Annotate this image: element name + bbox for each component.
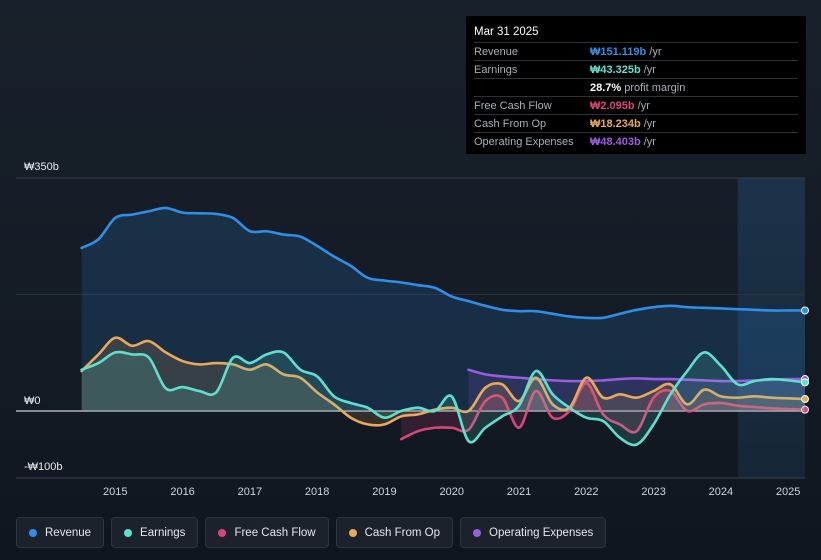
- legend-item-operating-expenses[interactable]: Operating Expenses: [460, 517, 607, 548]
- series-cfo: [80, 336, 809, 427]
- tooltip-unit: profit margin: [624, 81, 686, 94]
- tooltip-label: Cash From Op: [474, 117, 547, 130]
- earnings-line: [80, 350, 807, 447]
- tooltip-value: 28.7%: [590, 81, 622, 94]
- tooltip-label: Earnings: [474, 63, 518, 76]
- tooltip-value: ₩48.403b: [590, 135, 641, 148]
- tooltip-row-profit-margin: 28.7% profit margin: [474, 78, 798, 96]
- x-tick-label: 2019: [372, 486, 396, 498]
- series-fcf: [399, 381, 809, 441]
- tooltip-label: Operating Expenses: [474, 135, 574, 148]
- legend-dot-icon: [218, 528, 227, 537]
- x-tick-label: 2016: [170, 486, 194, 498]
- series-earnings: [80, 350, 809, 447]
- legend-label: Operating Expenses: [489, 526, 594, 539]
- legend-dot-icon: [348, 528, 357, 537]
- y-tick-label: ₩350b: [24, 161, 59, 173]
- y-tick-label: -₩100b: [24, 461, 63, 473]
- tooltip-unit: /yr: [649, 45, 662, 58]
- legend-item-revenue[interactable]: Revenue: [16, 517, 105, 548]
- legend-label: Earnings: [140, 526, 186, 539]
- earnings-area: [81, 351, 805, 446]
- x-tick-label: 2025: [776, 486, 800, 498]
- revenue-area: [81, 207, 805, 411]
- fcf-end-marker: [801, 405, 809, 414]
- y-tick-label: ₩0: [24, 395, 41, 407]
- opex-area: [468, 369, 805, 411]
- fcf-area: [401, 383, 805, 440]
- legend-label: Revenue: [45, 526, 92, 539]
- opex-line: [467, 368, 807, 383]
- tooltip-date: Mar 31 2025: [474, 26, 539, 38]
- tooltip-value: ₩2.095b: [590, 99, 635, 112]
- x-tick-label: 2022: [574, 486, 598, 498]
- tooltip-row-operating-expenses: Operating Expenses ₩48.403b /yr: [474, 132, 798, 150]
- tooltip-value: ₩43.325b: [590, 63, 641, 76]
- legend-dot-icon: [29, 528, 37, 537]
- revenue-line: [80, 206, 807, 320]
- legend-dot-icon: [124, 528, 133, 537]
- revenue-end-marker: [801, 306, 809, 315]
- tooltip-unit: /yr: [643, 135, 656, 148]
- tooltip-label: Revenue: [474, 45, 519, 58]
- tooltip-unit: /yr: [643, 63, 656, 76]
- cfo-area: [81, 337, 805, 426]
- legend-item-cash-from-op[interactable]: Cash From Op: [335, 517, 454, 548]
- cfo-end-marker: [801, 395, 809, 404]
- tooltip-value: ₩18.234b: [590, 117, 641, 130]
- legend-label: Cash From Op: [364, 526, 441, 539]
- x-tick-label: 2018: [305, 486, 329, 498]
- tooltip-row-free-cash-flow: Free Cash Flow ₩2.095b /yr: [474, 96, 798, 114]
- fcf-line: [399, 381, 807, 441]
- x-tick-label: 2015: [103, 486, 127, 498]
- x-tick-label: 2020: [439, 486, 463, 498]
- x-tick-label: 2023: [641, 486, 665, 498]
- earnings-end-marker: [801, 378, 809, 387]
- tooltip-row-revenue: Revenue ₩151.119b /yr: [474, 42, 798, 60]
- tooltip-value: ₩151.119b: [590, 45, 647, 58]
- tooltip-unit: /yr: [637, 99, 650, 112]
- series-revenue: [80, 206, 809, 411]
- legend-item-free-cash-flow[interactable]: Free Cash Flow: [205, 517, 329, 548]
- tooltip-row-cash-from-op: Cash From Op ₩18.234b /yr: [474, 114, 798, 132]
- legend: Revenue Earnings Free Cash Flow Cash Fro…: [16, 517, 607, 548]
- tooltip-row-earnings: Earnings ₩43.325b /yr: [474, 60, 798, 78]
- forecast-region: [737, 178, 805, 478]
- legend-item-earnings[interactable]: Earnings: [111, 517, 199, 548]
- x-tick-label: 2021: [507, 486, 531, 498]
- x-tick-label: 2017: [238, 486, 262, 498]
- x-tick-label: 2024: [709, 486, 733, 498]
- tooltip: Mar 31 2025 Revenue ₩151.119b /yr Earnin…: [466, 16, 806, 154]
- legend-dot-icon: [473, 528, 482, 537]
- tooltip-label: Free Cash Flow: [474, 99, 552, 112]
- tooltip-unit: /yr: [643, 117, 656, 130]
- cfo-line: [80, 336, 807, 427]
- legend-label: Free Cash Flow: [234, 526, 316, 539]
